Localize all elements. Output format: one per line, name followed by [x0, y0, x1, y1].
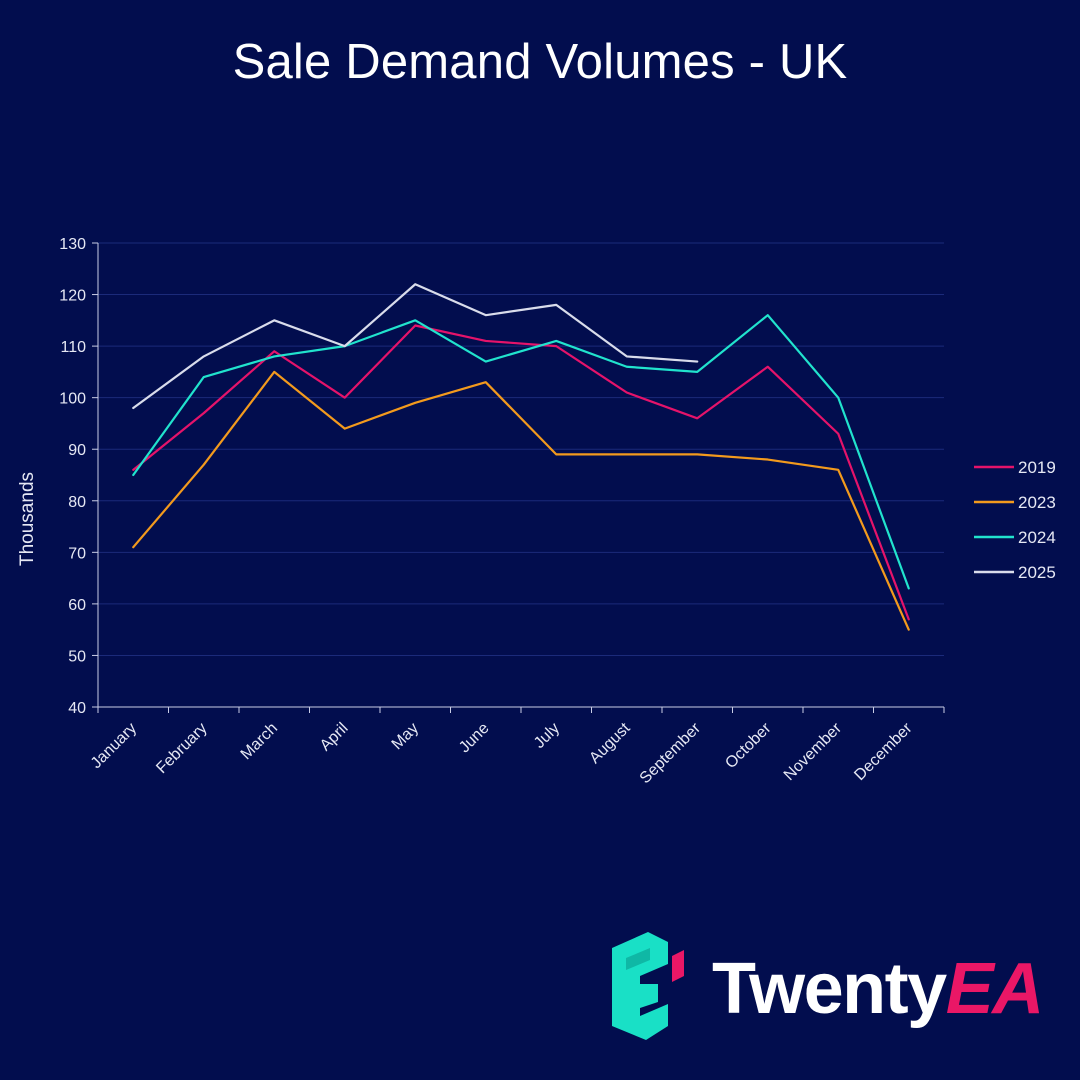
axes: 40 50 60 70 80 90 100 110 120 130 January February M…: [17, 236, 945, 787]
legend: 2019 2023 2024 2025: [974, 458, 1056, 582]
x-tick-label: November: [781, 719, 846, 784]
y-tick-label: 50: [68, 648, 86, 665]
y-tick-label: 110: [60, 339, 86, 356]
x-tick-label: September: [637, 719, 705, 787]
x-tick-label: October: [722, 719, 775, 772]
legend-label-2019: 2019: [1018, 458, 1056, 477]
series-line-2025: [132, 283, 699, 410]
brand-name-main: Twenty: [712, 949, 947, 1029]
chart-title: Sale Demand Volumes - UK: [232, 35, 848, 89]
x-tick-label: August: [586, 719, 634, 767]
x-tick-label: July: [531, 720, 563, 752]
y-tick-label: 40: [68, 700, 86, 717]
twentyea-e-icon: [612, 932, 684, 1040]
y-tick-label: 80: [68, 494, 86, 511]
legend-label-2025: 2025: [1018, 563, 1056, 582]
x-tick-label: June: [456, 720, 493, 757]
series-lines: [132, 283, 910, 631]
y-axis-title: Thousands: [17, 472, 38, 566]
gridlines: [98, 242, 944, 656]
brand-wordmark: TwentyEA: [712, 948, 1045, 1030]
y-tick-label: 90: [68, 442, 86, 459]
brand-name-accent: EA: [945, 949, 1045, 1029]
brand-logo: TwentyEA: [606, 928, 1066, 1058]
series-line-2024: [132, 314, 910, 590]
y-tick-label: 70: [68, 545, 86, 562]
y-tick-label: 130: [59, 236, 86, 253]
x-tick-label: May: [389, 720, 422, 753]
y-tick-label: 120: [59, 288, 86, 305]
series-line-2023: [132, 370, 910, 631]
x-tick-label: April: [317, 720, 352, 755]
x-tick-label: December: [851, 719, 916, 784]
legend-label-2023: 2023: [1018, 493, 1056, 512]
y-tick-label: 60: [68, 597, 86, 614]
x-tick-label: January: [88, 720, 140, 772]
x-tick-label: March: [238, 720, 281, 763]
series-line-2019: [132, 324, 910, 621]
y-tick-label: 100: [59, 391, 86, 408]
legend-label-2024: 2024: [1018, 528, 1056, 547]
x-tick-label: February: [153, 720, 210, 777]
